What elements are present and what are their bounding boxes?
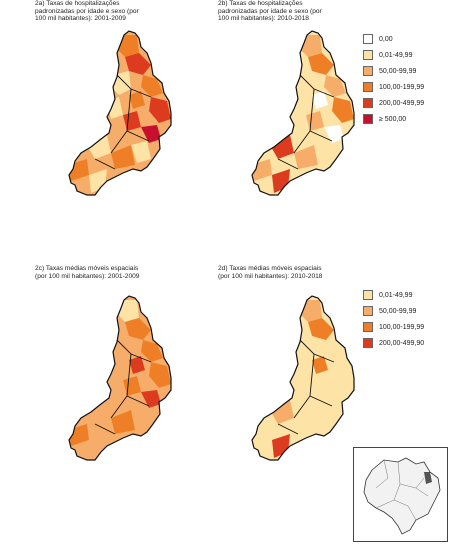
legend-swatch — [363, 66, 373, 76]
region-2a-14 — [131, 141, 151, 163]
region-2b-7 — [324, 125, 344, 143]
legend-label: 200,00-499,90 — [379, 339, 425, 347]
legend-top-item: 100,00-199,99 — [363, 82, 424, 92]
legend-bottom-item: 0,01-49,99 — [363, 290, 412, 300]
map-2d — [251, 295, 355, 461]
legend-label: 0,01-49,99 — [379, 51, 413, 59]
legend-swatch — [363, 98, 373, 108]
region-borders-2a — [94, 74, 152, 170]
legend-top-item: 200,00-499,99 — [363, 98, 424, 108]
region-2a-2 — [125, 53, 151, 75]
region-2a-10 — [87, 135, 111, 159]
legend-top-item: ≥ 500,00 — [363, 114, 406, 124]
panel-title-2a: 2a) Taxas de hospitalizações padronizada… — [35, 0, 139, 23]
region-2c-3 — [141, 340, 163, 362]
legend-label: ≥ 500,00 — [379, 115, 407, 123]
region-2b-8 — [270, 135, 294, 159]
legend-swatch — [363, 306, 373, 316]
region-borders-2c — [94, 339, 152, 435]
legend-swatch — [363, 50, 373, 60]
legend-swatch — [363, 290, 373, 300]
map-2a — [68, 30, 172, 196]
legend-label: 0,01-49,99 — [379, 291, 413, 299]
panel-title-2d: 2d) Taxas médias móveis espaciais (por 1… — [218, 265, 323, 280]
brazil-outline-icon — [363, 457, 441, 535]
region-2a-9 — [141, 125, 161, 143]
region-2b-2 — [308, 53, 334, 75]
region-2d-3 — [312, 356, 328, 374]
legend-label: 100,00-199,99 — [379, 83, 425, 91]
legend-top-item: 50,00-99,99 — [363, 66, 416, 76]
region-2a-4 — [149, 97, 171, 123]
legend-label: 100,00-199,99 — [379, 323, 425, 331]
legend-swatch — [363, 322, 373, 332]
region-2d-4 — [270, 400, 294, 424]
region-borders-2d — [277, 339, 335, 435]
legend-swatch — [363, 34, 373, 44]
panel-title-2c: 2c) Taxas médias móveis espaciais (por 1… — [35, 265, 140, 280]
piaui-highlight — [424, 472, 432, 484]
brazil-shape — [363, 457, 441, 535]
panel-title-2b: 2b) Taxas de hospitalizações padronizada… — [218, 0, 322, 23]
region-2b-5 — [312, 91, 328, 109]
region-2a-6 — [129, 91, 145, 109]
inset-locator-map — [353, 447, 448, 542]
legend-swatch — [363, 338, 373, 348]
region-2a-3 — [141, 75, 163, 97]
brazil-state-lines — [375, 459, 429, 521]
legend-label: 0,00 — [379, 35, 393, 43]
region-2c-9 — [111, 410, 135, 434]
region-2b-10 — [294, 145, 318, 169]
region-2a-12 — [111, 145, 135, 169]
legend-bottom-item: 50,00-99,99 — [363, 306, 416, 316]
region-2b-4 — [332, 97, 354, 123]
map-2b — [251, 30, 355, 196]
region-2b-3 — [324, 75, 346, 97]
region-2d-2 — [308, 318, 334, 340]
region-borders-2b — [277, 74, 335, 170]
region-2c-2 — [125, 318, 151, 340]
map-2c — [68, 295, 172, 461]
legend-swatch — [363, 114, 373, 124]
region-2c-4 — [149, 362, 171, 388]
legend-bottom-item: 100,00-199,99 — [363, 322, 424, 332]
legend-label: 50,00-99,99 — [379, 307, 417, 315]
legend-label: 200,00-499,99 — [379, 99, 425, 107]
legend-bottom-item: 200,00-499,90 — [363, 338, 424, 348]
region-2c-5 — [129, 356, 145, 374]
legend-top-item: 0,01-49,99 — [363, 50, 412, 60]
legend-swatch — [363, 82, 373, 92]
legend-label: 50,00-99,99 — [379, 67, 417, 75]
legend-top-item: 0,00 — [363, 34, 393, 44]
region-2c-7 — [141, 390, 161, 408]
